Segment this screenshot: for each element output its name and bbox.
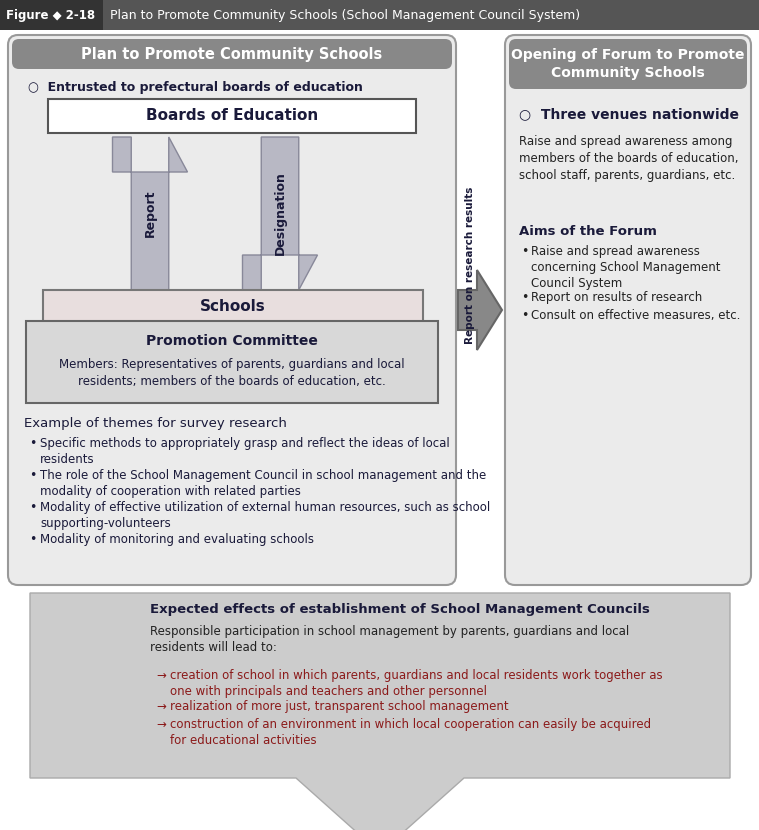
Text: •: • — [29, 501, 36, 514]
Text: •: • — [29, 469, 36, 482]
Polygon shape — [242, 137, 317, 290]
Text: Schools: Schools — [200, 299, 266, 314]
Text: Specific methods to appropriately grasp and reflect the ideas of local
residents: Specific methods to appropriately grasp … — [40, 437, 450, 466]
Text: •: • — [521, 245, 528, 258]
Text: •: • — [29, 533, 36, 546]
Text: Modality of effective utilization of external human resources, such as school
su: Modality of effective utilization of ext… — [40, 501, 490, 530]
Text: →: → — [156, 717, 166, 730]
Text: Raise and spread awareness
concerning School Management
Council System: Raise and spread awareness concerning Sc… — [531, 245, 720, 290]
Text: ○  Entrusted to prefectural boards of education: ○ Entrusted to prefectural boards of edu… — [28, 81, 363, 94]
Text: →: → — [156, 700, 166, 713]
Text: •: • — [521, 309, 528, 322]
Text: →: → — [156, 669, 166, 682]
Text: realization of more just, transparent school management: realization of more just, transparent sc… — [170, 700, 509, 713]
Text: Designation: Designation — [273, 172, 286, 256]
Text: Plan to Promote Community Schools: Plan to Promote Community Schools — [81, 46, 383, 61]
Polygon shape — [30, 593, 730, 830]
Text: Responsible participation in school management by parents, guardians and local
r: Responsible participation in school mana… — [150, 625, 629, 654]
Bar — [43, 290, 423, 322]
Text: Plan to Promote Community Schools (School Management Council System): Plan to Promote Community Schools (Schoo… — [110, 8, 580, 22]
Text: Aims of the Forum: Aims of the Forum — [519, 225, 657, 238]
Text: Promotion Committee: Promotion Committee — [146, 334, 318, 348]
Text: Members: Representatives of parents, guardians and local
residents; members of t: Members: Representatives of parents, gua… — [59, 358, 405, 388]
Bar — [0, 0, 103, 30]
Text: Modality of monitoring and evaluating schools: Modality of monitoring and evaluating sc… — [40, 533, 314, 546]
Text: Report on research results: Report on research results — [465, 186, 475, 344]
Text: Example of themes for survey research: Example of themes for survey research — [24, 417, 287, 430]
Text: Raise and spread awareness among
members of the boards of education,
school staf: Raise and spread awareness among members… — [519, 135, 739, 182]
Text: Opening of Forum to Promote
Community Schools: Opening of Forum to Promote Community Sc… — [512, 48, 745, 81]
Text: construction of an environment in which local cooperation can easily be acquired: construction of an environment in which … — [170, 717, 651, 746]
Polygon shape — [112, 137, 187, 290]
Text: Boards of Education: Boards of Education — [146, 109, 318, 124]
Text: Figure ◆ 2-18: Figure ◆ 2-18 — [6, 8, 95, 22]
FancyBboxPatch shape — [12, 39, 452, 69]
Text: Consult on effective measures, etc.: Consult on effective measures, etc. — [531, 309, 740, 322]
Text: ○  Three venues nationwide: ○ Three venues nationwide — [519, 107, 739, 121]
Text: Report on results of research: Report on results of research — [531, 290, 702, 304]
Text: •: • — [29, 437, 36, 450]
Text: The role of the School Management Council in school management and the
modality : The role of the School Management Counci… — [40, 469, 487, 498]
Text: creation of school in which parents, guardians and local residents work together: creation of school in which parents, gua… — [170, 669, 663, 698]
Bar — [0, 0, 759, 30]
Polygon shape — [458, 270, 502, 350]
Bar — [48, 99, 416, 133]
FancyBboxPatch shape — [509, 39, 747, 89]
Text: Report: Report — [143, 190, 156, 237]
Bar — [26, 321, 438, 403]
Text: •: • — [521, 290, 528, 304]
FancyBboxPatch shape — [505, 35, 751, 585]
FancyBboxPatch shape — [8, 35, 456, 585]
Text: Expected effects of establishment of School Management Councils: Expected effects of establishment of Sch… — [150, 603, 650, 616]
